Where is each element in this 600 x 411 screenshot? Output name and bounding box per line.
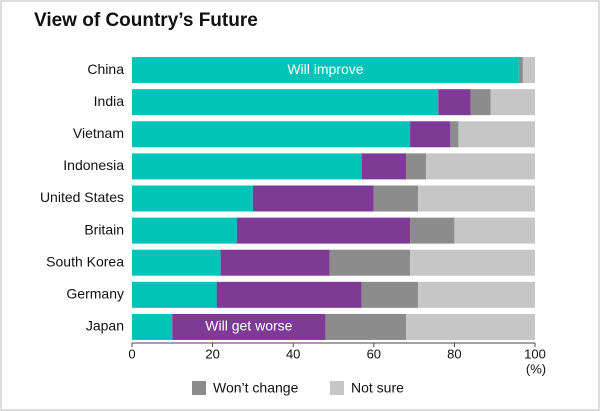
bar-segment (220, 249, 330, 276)
x-tick-label: 0 (128, 346, 135, 361)
bar-segment (406, 313, 535, 340)
bar-segment (132, 217, 237, 244)
bar-segment (426, 153, 535, 180)
y-tick-label: Vietnam (73, 125, 124, 141)
bar-segment (410, 249, 535, 276)
y-tick-label: Indonesia (63, 157, 124, 173)
legend-label: Won’t change (213, 380, 299, 396)
y-tick-label: Britain (84, 221, 124, 237)
y-tick-label: India (94, 93, 125, 109)
bar-segment (132, 313, 173, 340)
bar-segment (132, 153, 362, 180)
y-tick-label: Germany (66, 286, 124, 302)
bar-segment (454, 217, 535, 244)
y-tick-label: South Korea (46, 253, 124, 269)
y-tick-label: Japan (86, 318, 124, 334)
bar-segment (329, 249, 411, 276)
x-axis-unit: (%) (526, 361, 546, 376)
legend-label: Not sure (351, 380, 404, 396)
bar-segment (172, 313, 326, 340)
x-tick-label: 20 (205, 346, 219, 361)
bar-segment (458, 121, 535, 148)
bar-segment (418, 281, 535, 308)
bar-segment (518, 57, 523, 84)
y-tick-label: United States (40, 189, 124, 205)
y-tick-label: China (87, 61, 124, 77)
bar-segment (410, 121, 451, 148)
bar-segment (325, 313, 407, 340)
in-bar-label: Will improve (287, 61, 363, 77)
bar-segment (490, 89, 535, 116)
bar-segment (132, 281, 217, 308)
bar-segment (418, 185, 535, 212)
bar-segment (132, 57, 519, 84)
bar-segment (132, 249, 221, 276)
bar-segment (216, 281, 362, 308)
bar-segment (132, 185, 253, 212)
chart-title: View of Country’s Future (34, 10, 258, 31)
legend-swatch (330, 381, 344, 395)
bar-segment (450, 121, 459, 148)
bar-segment (236, 217, 411, 244)
legend-swatch (192, 381, 206, 395)
bar-segment (406, 153, 427, 180)
bar-segment (522, 57, 535, 84)
bar-segment (373, 185, 419, 212)
x-tick-label: 80 (447, 346, 461, 361)
bar-segment (410, 217, 455, 244)
bar-segment (132, 89, 439, 116)
x-tick-label: 40 (286, 346, 300, 361)
in-bar-label: Will get worse (205, 318, 292, 334)
bar-segment (470, 89, 491, 116)
bar-segment (361, 281, 419, 308)
bar-segment (361, 153, 407, 180)
x-tick-label: 60 (367, 346, 381, 361)
x-tick-label: 100 (524, 346, 546, 361)
bar-segment (132, 121, 411, 148)
bar-segment (252, 185, 374, 212)
bar-segment (438, 89, 471, 116)
